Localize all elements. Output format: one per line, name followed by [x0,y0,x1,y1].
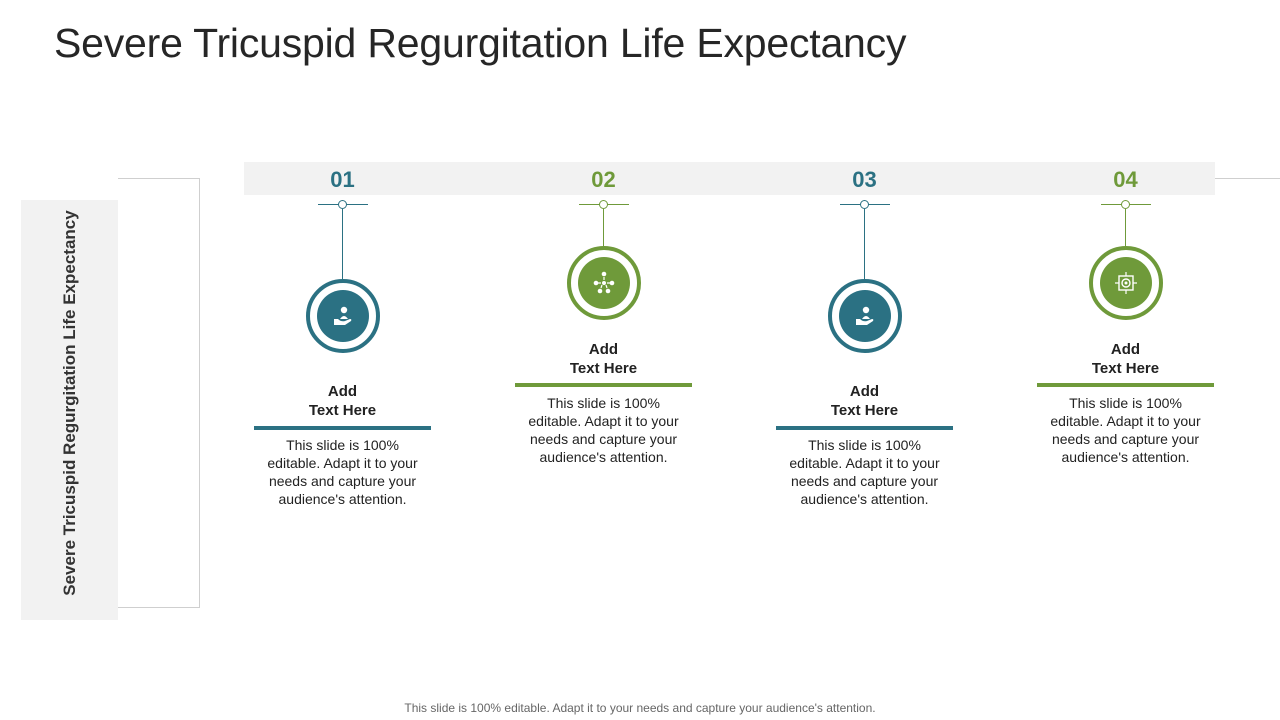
step-body: This slide is 100% editable. Adapt it to… [267,437,418,507]
step-2: 02 Add Text Here This slide is 100% edit… [515,162,692,542]
icon-ring [567,246,641,320]
top-line-right [1215,178,1280,179]
hand-holding-person-icon [839,290,891,342]
step-4: 04 Add Text Here This slide is 100% edit… [1037,162,1214,542]
connector-line [1125,209,1126,246]
connector-knob [860,200,869,209]
page-title: Severe Tricuspid Regurgitation Life Expe… [54,20,907,66]
connector-knob [1121,200,1130,209]
connector-line [342,209,343,279]
step-body: This slide is 100% editable. Adapt it to… [789,437,940,507]
connector-knob [338,200,347,209]
heading-rule [776,426,953,430]
number-band [244,162,1215,195]
connector-line [864,209,865,279]
step-3: 03 Add Text Here This slide is 100% edit… [776,162,953,542]
heading-rule [515,383,692,387]
step-heading: Add Text Here [569,341,638,377]
step-body: This slide is 100% editable. Adapt it to… [1050,395,1201,465]
bracket-connector [118,178,200,608]
step-body: This slide is 100% editable. Adapt it to… [528,395,679,465]
step-heading: Add Text Here [830,383,899,419]
team-network-icon [578,257,630,309]
icon-ring [828,279,902,353]
target-process-icon [1100,257,1152,309]
heading-rule [1037,383,1214,387]
step-number: 03 [852,167,877,192]
footer-note: This slide is 100% editable. Adapt it to… [404,701,876,715]
step-number: 02 [591,167,616,192]
icon-ring [306,279,380,353]
heading-rule [254,426,431,430]
connector-knob [599,200,608,209]
step-number: 04 [1113,167,1138,192]
connector-line [603,209,604,246]
icon-ring [1089,246,1163,320]
side-panel [21,200,118,620]
side-label: Severe Tricuspid Regurgitation Life Expe… [60,210,79,596]
hand-holding-person-icon [317,290,369,342]
step-number: 01 [330,167,355,192]
step-heading: Add Text Here [1091,341,1160,377]
step-heading: Add Text Here [308,383,377,419]
step-1: 01 Add Text Here This slide is 100% edit… [254,162,431,542]
